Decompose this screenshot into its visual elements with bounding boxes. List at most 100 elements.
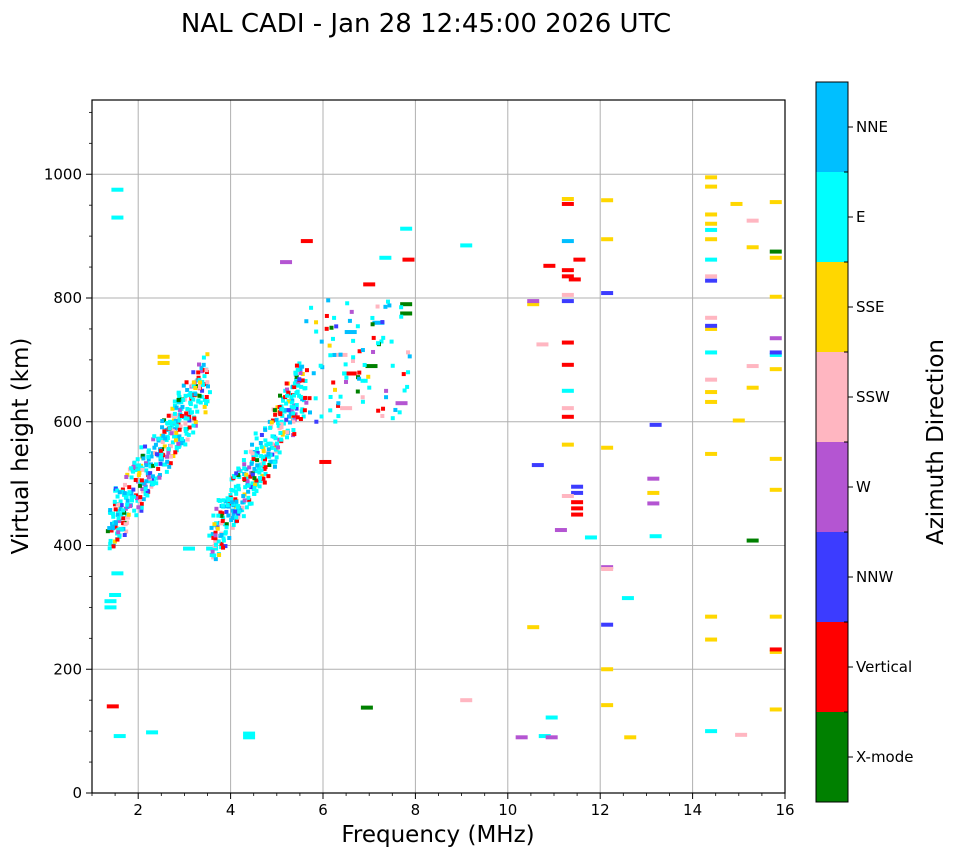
echo-nne xyxy=(244,467,249,472)
echo-e xyxy=(118,526,123,531)
echo-vertical xyxy=(242,477,247,482)
colorbar-tick-label: W xyxy=(856,478,871,496)
echo-e xyxy=(187,407,192,412)
echo-vertical xyxy=(106,704,119,709)
echo-e xyxy=(206,546,219,551)
echo-e xyxy=(108,538,113,543)
echo-nne xyxy=(338,352,343,357)
echo-e xyxy=(649,534,662,539)
echo-vertical xyxy=(111,544,116,549)
echo-e xyxy=(221,538,226,543)
echo-vertical xyxy=(273,412,278,417)
echo-vertical xyxy=(133,477,138,482)
echo-e xyxy=(116,527,121,532)
echo-ssw xyxy=(124,529,129,534)
echo-sse xyxy=(193,419,198,424)
echo-w xyxy=(247,465,252,470)
echo-e xyxy=(134,468,139,473)
echo-nne xyxy=(159,457,164,462)
echo-vertical xyxy=(319,459,332,464)
echo-e xyxy=(168,421,173,426)
echo-nne xyxy=(150,474,155,479)
echo-e xyxy=(280,413,285,418)
echo-nne xyxy=(165,459,170,464)
echo-e xyxy=(223,531,228,536)
echo-sse xyxy=(112,539,117,544)
echo-sse xyxy=(269,420,274,425)
echo-e xyxy=(195,409,200,414)
echo-w xyxy=(242,462,247,467)
echo-e xyxy=(129,475,134,480)
x-axis-label: Frequency (MHz) xyxy=(341,822,534,848)
echo-e xyxy=(205,399,210,404)
echo-sse xyxy=(601,445,614,450)
echo-e xyxy=(263,471,268,476)
echo-nne xyxy=(266,452,271,457)
echo-sse xyxy=(261,449,266,454)
echo-nne xyxy=(153,442,158,447)
echo-e xyxy=(150,480,155,485)
echo-e xyxy=(176,418,181,423)
echo-nne xyxy=(360,348,365,353)
echo-e xyxy=(190,394,195,399)
echo-sse xyxy=(746,385,759,390)
echo-sse xyxy=(732,418,745,423)
echo-e xyxy=(561,388,574,393)
colorbar-tick-label: SSE xyxy=(856,298,885,316)
echo-e xyxy=(274,455,279,460)
echo-e xyxy=(135,457,140,462)
echo-xmode xyxy=(219,513,224,518)
echo-e xyxy=(191,397,196,402)
echo-vertical xyxy=(196,370,201,375)
colorbar-segment-w xyxy=(816,442,848,532)
echo-e xyxy=(115,488,120,493)
echo-w xyxy=(242,498,247,503)
echo-nne xyxy=(125,504,130,509)
echo-vertical xyxy=(187,425,192,430)
echo-ssw xyxy=(360,395,365,400)
echo-vertical xyxy=(247,498,252,503)
echo-e xyxy=(236,483,241,488)
echo-e xyxy=(360,378,365,383)
echo-ssw xyxy=(123,522,128,527)
echo-nne xyxy=(110,525,115,530)
echo-e xyxy=(363,378,368,383)
echo-vertical xyxy=(371,335,376,340)
echo-w xyxy=(291,403,296,408)
echo-nne xyxy=(234,499,239,504)
echo-nne xyxy=(290,398,295,403)
echo-sse xyxy=(193,385,198,390)
echo-sse xyxy=(157,354,170,359)
echo-w xyxy=(166,451,171,456)
echo-e xyxy=(233,484,238,489)
echo-e xyxy=(376,341,381,346)
echo-ssw xyxy=(140,489,145,494)
echo-e xyxy=(166,447,171,452)
colorbar-frame xyxy=(815,81,849,803)
echo-e xyxy=(185,407,190,412)
echo-e xyxy=(158,455,163,460)
echo-nne xyxy=(272,464,277,469)
echo-xmode xyxy=(746,538,759,543)
echo-e xyxy=(186,432,191,437)
echo-ssw xyxy=(240,505,245,510)
echo-vertical xyxy=(204,382,209,387)
echo-nnw xyxy=(255,450,260,455)
echo-xmode xyxy=(224,522,229,527)
echo-e xyxy=(230,488,235,493)
echo-e xyxy=(174,423,179,428)
echo-sse xyxy=(157,360,170,365)
echo-e xyxy=(157,436,162,441)
echo-w xyxy=(169,431,174,436)
echo-e xyxy=(187,393,192,398)
echo-w xyxy=(214,506,219,511)
echo-ssw xyxy=(536,342,549,347)
echo-nnw xyxy=(380,320,385,325)
echo-ssw xyxy=(705,377,718,382)
echo-vertical xyxy=(138,495,143,500)
echo-nne xyxy=(113,521,118,526)
echo-nne xyxy=(199,365,204,370)
echo-w xyxy=(298,371,303,376)
echo-e xyxy=(183,426,188,431)
x-tick-label: 10 xyxy=(498,801,517,819)
